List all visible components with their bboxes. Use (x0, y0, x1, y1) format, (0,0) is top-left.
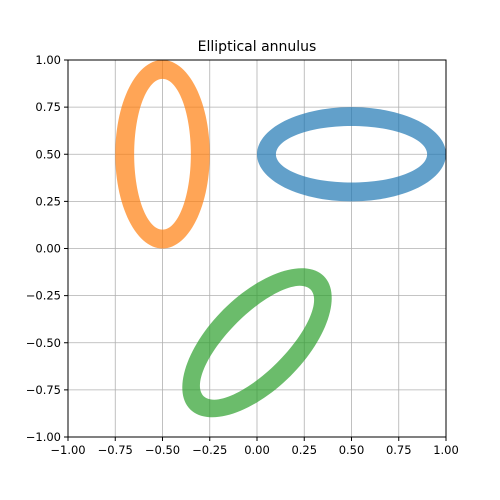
y-tick-label: −0.75 (26, 383, 61, 397)
x-tick-label: 0.75 (386, 443, 412, 457)
annulus-orange (115, 60, 210, 249)
x-tick-label: 0.25 (291, 443, 317, 457)
y-axis: −1.00 −0.75 −0.50 −0.25 0.00 0.25 0.50 0.75 1.00 (26, 53, 68, 444)
y-tick-label: 0.75 (35, 100, 61, 114)
y-tick-label: 0.00 (35, 242, 61, 256)
x-tick-label: −0.50 (145, 443, 180, 457)
x-tick-label: 0.00 (244, 443, 270, 457)
y-tick-label: −0.25 (26, 289, 61, 303)
x-tick-label: −0.25 (192, 443, 227, 457)
y-tick-label: −1.00 (26, 430, 61, 444)
y-tick-label: 0.50 (35, 147, 61, 161)
x-tick-label: 1.00 (433, 443, 459, 457)
annulus-green (182, 268, 332, 418)
annulus-blue (257, 107, 446, 202)
x-tick-label: 0.50 (339, 443, 365, 457)
annuli (115, 60, 446, 418)
x-axis: −1.00 −0.75 −0.50 −0.25 0.00 0.25 0.50 0.75 1.00 (50, 437, 459, 457)
y-tick-label: −0.50 (26, 336, 61, 350)
chart-title: Elliptical annulus (198, 39, 317, 55)
y-tick-label: 0.25 (35, 194, 61, 208)
x-tick-label: −1.00 (50, 443, 85, 457)
y-tick-label: 1.00 (35, 53, 61, 67)
x-tick-label: −0.75 (98, 443, 133, 457)
